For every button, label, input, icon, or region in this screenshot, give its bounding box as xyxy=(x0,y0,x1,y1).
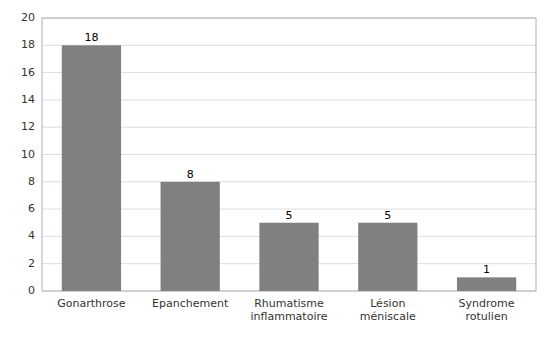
chart-svg: 0 2 4 6 8 10 12 14 16 18 20 18 8 5 5 1 Gonarthrose Epanch… xyxy=(0,0,550,343)
grid xyxy=(42,18,536,291)
y-tick-label: 6 xyxy=(28,202,35,215)
y-tick-label: 20 xyxy=(21,11,35,24)
y-tick-label: 0 xyxy=(28,284,35,297)
y-tick-label: 2 xyxy=(28,257,35,270)
y-tick-label: 8 xyxy=(28,175,35,188)
bar xyxy=(62,45,121,291)
y-tick-label: 14 xyxy=(21,93,35,106)
bar xyxy=(259,223,318,291)
page: {"chart_data": {"type": "bar", "categori… xyxy=(0,0,550,343)
y-tick-label: 4 xyxy=(28,229,35,242)
data-label: 18 xyxy=(84,31,98,44)
data-labels: 18 8 5 5 1 xyxy=(84,31,490,276)
bar xyxy=(358,223,417,291)
chart-container: 0 2 4 6 8 10 12 14 16 18 20 18 8 5 5 1 Gonarthrose Epanch… xyxy=(0,0,550,343)
bars xyxy=(62,45,516,291)
x-tick-label-line: Syndrome xyxy=(459,297,515,310)
x-tick-label-line: Gonarthrose xyxy=(57,297,126,310)
plot-frame xyxy=(42,18,536,291)
x-tick-label-line: rotulien xyxy=(466,310,508,323)
x-tick-label-line: méniscale xyxy=(360,310,416,323)
y-tick-label: 12 xyxy=(21,120,35,133)
x-tick-label: Gonarthrose xyxy=(57,297,126,310)
bar xyxy=(161,182,220,291)
background xyxy=(0,0,550,343)
x-tick-label: Lésionméniscale xyxy=(360,297,416,323)
y-tick-label: 16 xyxy=(21,66,35,79)
x-tick-label-line: inflammatoire xyxy=(250,310,327,323)
x-tick-label: Syndromerotulien xyxy=(459,297,515,323)
y-tick-label: 18 xyxy=(21,38,35,51)
x-tick-label-line: Rhumatisme xyxy=(254,297,324,310)
data-label: 5 xyxy=(286,209,293,222)
x-axis: Gonarthrose Epanchement Rhumatismeinflamma… xyxy=(57,297,515,323)
axes: 0 2 4 6 8 10 12 14 16 18 20 xyxy=(21,11,35,297)
data-label: 8 xyxy=(187,168,194,181)
data-label: 5 xyxy=(384,209,391,222)
y-tick-label: 10 xyxy=(21,148,35,161)
x-tick-label: Epanchement xyxy=(152,297,229,310)
x-tick-label-line: Lésion xyxy=(370,297,405,310)
bar xyxy=(457,277,516,291)
data-label: 1 xyxy=(483,263,490,276)
x-tick-label-line: Epanchement xyxy=(152,297,229,310)
x-tick-label: Rhumatismeinflammatoire xyxy=(250,297,327,323)
